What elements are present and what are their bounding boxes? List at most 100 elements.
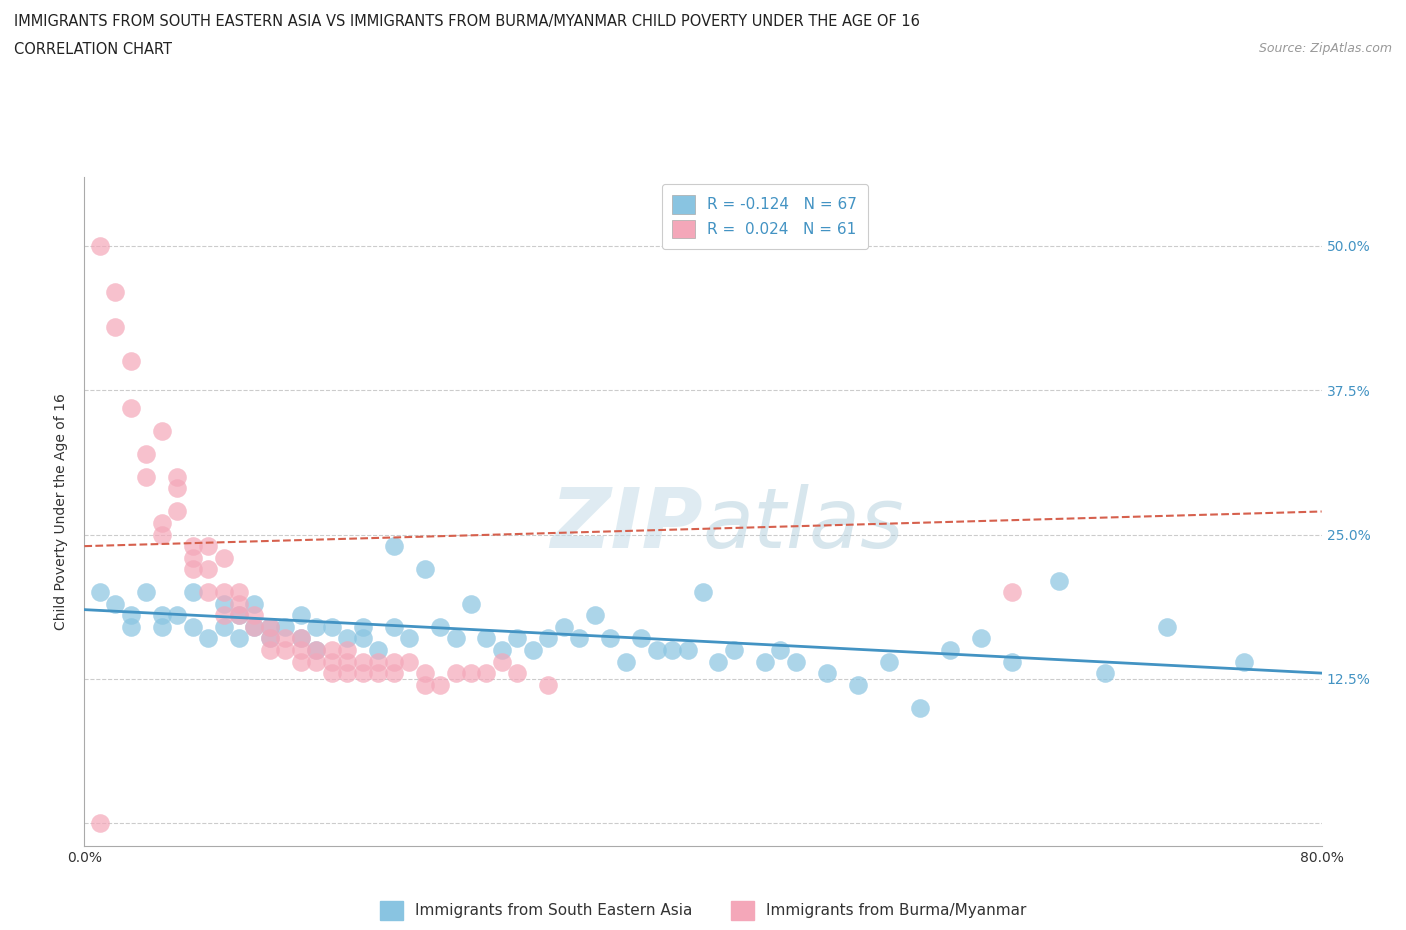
Point	[1156, 619, 1178, 634]
Point	[321, 666, 343, 681]
Point	[259, 619, 281, 634]
Point	[413, 562, 436, 577]
Point	[259, 643, 281, 658]
Point	[475, 666, 498, 681]
Point	[506, 631, 529, 646]
Point	[212, 608, 235, 623]
Point	[382, 666, 405, 681]
Point	[150, 619, 173, 634]
Point	[475, 631, 498, 646]
Point	[197, 562, 219, 577]
Point	[120, 608, 142, 623]
Point	[537, 631, 560, 646]
Point	[228, 631, 250, 646]
Text: IMMIGRANTS FROM SOUTH EASTERN ASIA VS IMMIGRANTS FROM BURMA/MYANMAR CHILD POVERT: IMMIGRANTS FROM SOUTH EASTERN ASIA VS IM…	[14, 14, 920, 29]
Point	[243, 619, 266, 634]
Point	[212, 596, 235, 611]
Point	[104, 285, 127, 299]
Point	[444, 666, 467, 681]
Point	[274, 619, 297, 634]
Point	[630, 631, 652, 646]
Point	[228, 585, 250, 600]
Point	[723, 643, 745, 658]
Point	[135, 585, 157, 600]
Point	[150, 515, 173, 530]
Point	[274, 643, 297, 658]
Point	[367, 654, 389, 669]
Point	[522, 643, 544, 658]
Point	[89, 585, 111, 600]
Point	[537, 677, 560, 692]
Point	[181, 551, 204, 565]
Point	[367, 643, 389, 658]
Point	[150, 527, 173, 542]
Point	[321, 619, 343, 634]
Point	[676, 643, 699, 658]
Point	[321, 654, 343, 669]
Text: Source: ZipAtlas.com: Source: ZipAtlas.com	[1258, 42, 1392, 55]
Point	[1094, 666, 1116, 681]
Point	[166, 504, 188, 519]
Point	[367, 666, 389, 681]
Point	[166, 470, 188, 485]
Point	[1001, 654, 1024, 669]
Point	[290, 631, 312, 646]
Point	[120, 619, 142, 634]
Point	[290, 654, 312, 669]
Point	[321, 643, 343, 658]
Point	[769, 643, 792, 658]
Point	[491, 643, 513, 658]
Point	[305, 643, 328, 658]
Point	[352, 654, 374, 669]
Point	[181, 538, 204, 553]
Point	[1001, 585, 1024, 600]
Point	[754, 654, 776, 669]
Point	[120, 354, 142, 369]
Point	[645, 643, 668, 658]
Point	[970, 631, 993, 646]
Point	[228, 608, 250, 623]
Point	[1047, 573, 1070, 588]
Point	[197, 585, 219, 600]
Point	[305, 654, 328, 669]
Point	[846, 677, 869, 692]
Point	[181, 562, 204, 577]
Point	[614, 654, 637, 669]
Point	[429, 619, 451, 634]
Point	[305, 619, 328, 634]
Point	[290, 608, 312, 623]
Point	[135, 470, 157, 485]
Point	[181, 619, 204, 634]
Point	[939, 643, 962, 658]
Point	[568, 631, 591, 646]
Point	[460, 596, 482, 611]
Point	[382, 654, 405, 669]
Point	[336, 643, 359, 658]
Point	[89, 816, 111, 830]
Point	[583, 608, 606, 623]
Text: CORRELATION CHART: CORRELATION CHART	[14, 42, 172, 57]
Point	[908, 700, 931, 715]
Point	[491, 654, 513, 669]
Point	[120, 400, 142, 415]
Point	[150, 608, 173, 623]
Point	[336, 666, 359, 681]
Point	[181, 585, 204, 600]
Point	[599, 631, 621, 646]
Point	[352, 619, 374, 634]
Point	[336, 631, 359, 646]
Point	[274, 631, 297, 646]
Point	[135, 446, 157, 461]
Point	[429, 677, 451, 692]
Point	[228, 608, 250, 623]
Point	[89, 238, 111, 253]
Point	[212, 551, 235, 565]
Point	[398, 654, 420, 669]
Point	[166, 608, 188, 623]
Point	[212, 585, 235, 600]
Point	[413, 677, 436, 692]
Y-axis label: Child Poverty Under the Age of 16: Child Poverty Under the Age of 16	[55, 393, 69, 630]
Point	[104, 319, 127, 334]
Point	[166, 481, 188, 496]
Point	[815, 666, 838, 681]
